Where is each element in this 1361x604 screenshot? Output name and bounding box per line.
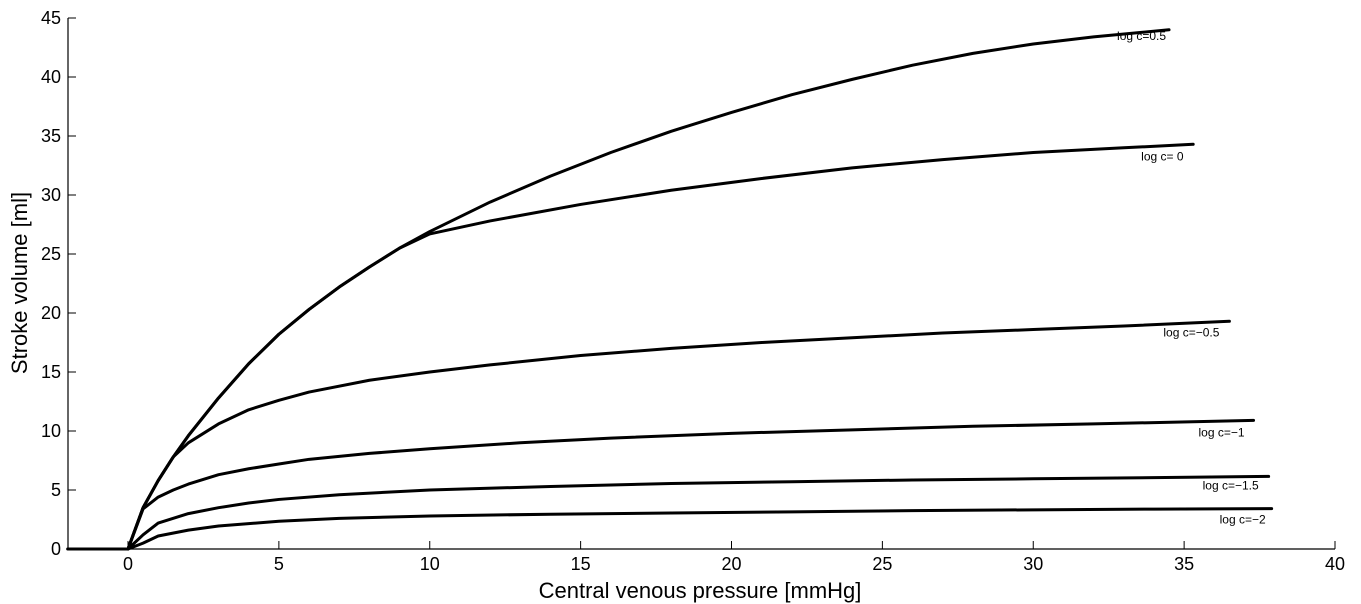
y-tick-label: 10 (41, 421, 61, 441)
x-tick-label: 0 (123, 554, 133, 574)
x-tick-label: 30 (1023, 554, 1043, 574)
series-line-1 (126, 142, 1195, 551)
series-line-5 (126, 507, 1274, 551)
axes (67, 18, 1335, 550)
x-tick-label: 40 (1325, 554, 1345, 574)
x-tick-label: 20 (721, 554, 741, 574)
x-tick-label: 10 (420, 554, 440, 574)
series-label-2: log c=−0.5 (1163, 325, 1219, 339)
y-tick-label: 20 (41, 303, 61, 323)
y-tick-label: 0 (51, 539, 61, 559)
y-tick-label: 5 (51, 480, 61, 500)
y-tick-label: 15 (41, 362, 61, 382)
x-tick-label: 5 (274, 554, 284, 574)
ticks: 0 5 10 15 20 25 30 35 40 0 5 10 15 20 25 30 35 40 45 (41, 8, 1345, 574)
series-label-3: log c=−1 (1199, 425, 1245, 439)
y-tick-label: 45 (41, 8, 61, 28)
series-line-0 (126, 28, 1171, 551)
y-tick-label: 35 (41, 126, 61, 146)
x-axis-title: Central venous pressure [mmHg] (539, 578, 862, 603)
series-label-1: log c= 0 (1141, 149, 1184, 163)
x-tick-label: 25 (872, 554, 892, 574)
x-tick-label: 35 (1174, 554, 1194, 574)
y-axis-title: Stroke volume [ml] (7, 192, 32, 374)
y-tick-label: 30 (41, 185, 61, 205)
y-tick-label: 25 (41, 244, 61, 264)
series-label-0: log c=0.5 (1117, 29, 1166, 43)
series-line-3 (126, 418, 1256, 551)
series-line-4 (126, 474, 1271, 551)
series-label-4: log c=−1.5 (1203, 478, 1259, 492)
x-tick-label: 15 (571, 554, 591, 574)
series-line-2 (126, 319, 1231, 551)
series-group: log c=0.5 log c= 0 log c=−0.5 log c=−1 log c… (66, 28, 1274, 551)
y-tick-label: 40 (41, 67, 61, 87)
series-label-5: log c=−2 (1220, 513, 1266, 527)
